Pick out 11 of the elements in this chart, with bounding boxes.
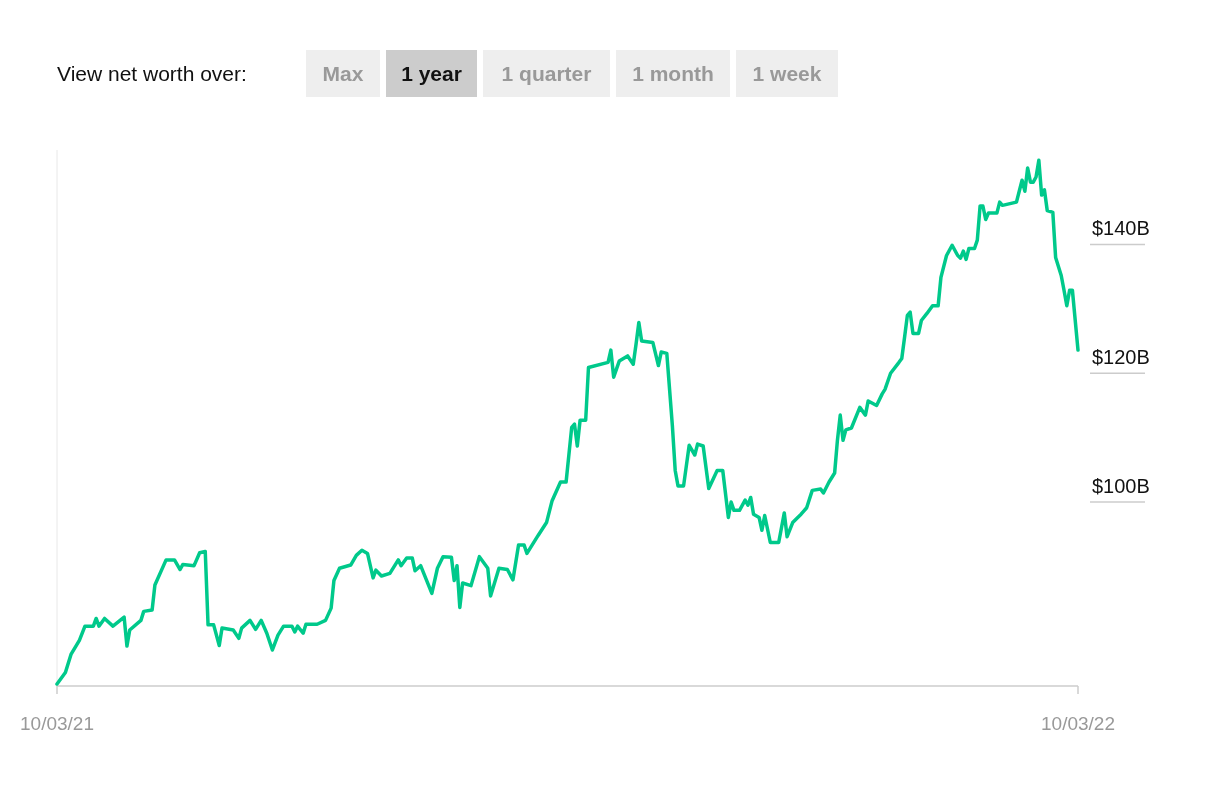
- button: 1 month: [616, 50, 730, 97]
- button: Max: [306, 50, 380, 97]
- button: 1 year: [386, 50, 477, 97]
- text: View net worth over:: [57, 62, 247, 85]
- button: 1 week: [736, 50, 838, 97]
- y-tick-label: $100B: [1092, 474, 1150, 497]
- x-tick-label: 10/03/21: [20, 713, 94, 734]
- y-tick-label: $120B: [1092, 346, 1150, 369]
- y-tick-label: $140B: [1092, 217, 1150, 240]
- x-tick-label: 10/03/22: [1041, 713, 1115, 734]
- button: 1 quarter: [483, 50, 610, 97]
